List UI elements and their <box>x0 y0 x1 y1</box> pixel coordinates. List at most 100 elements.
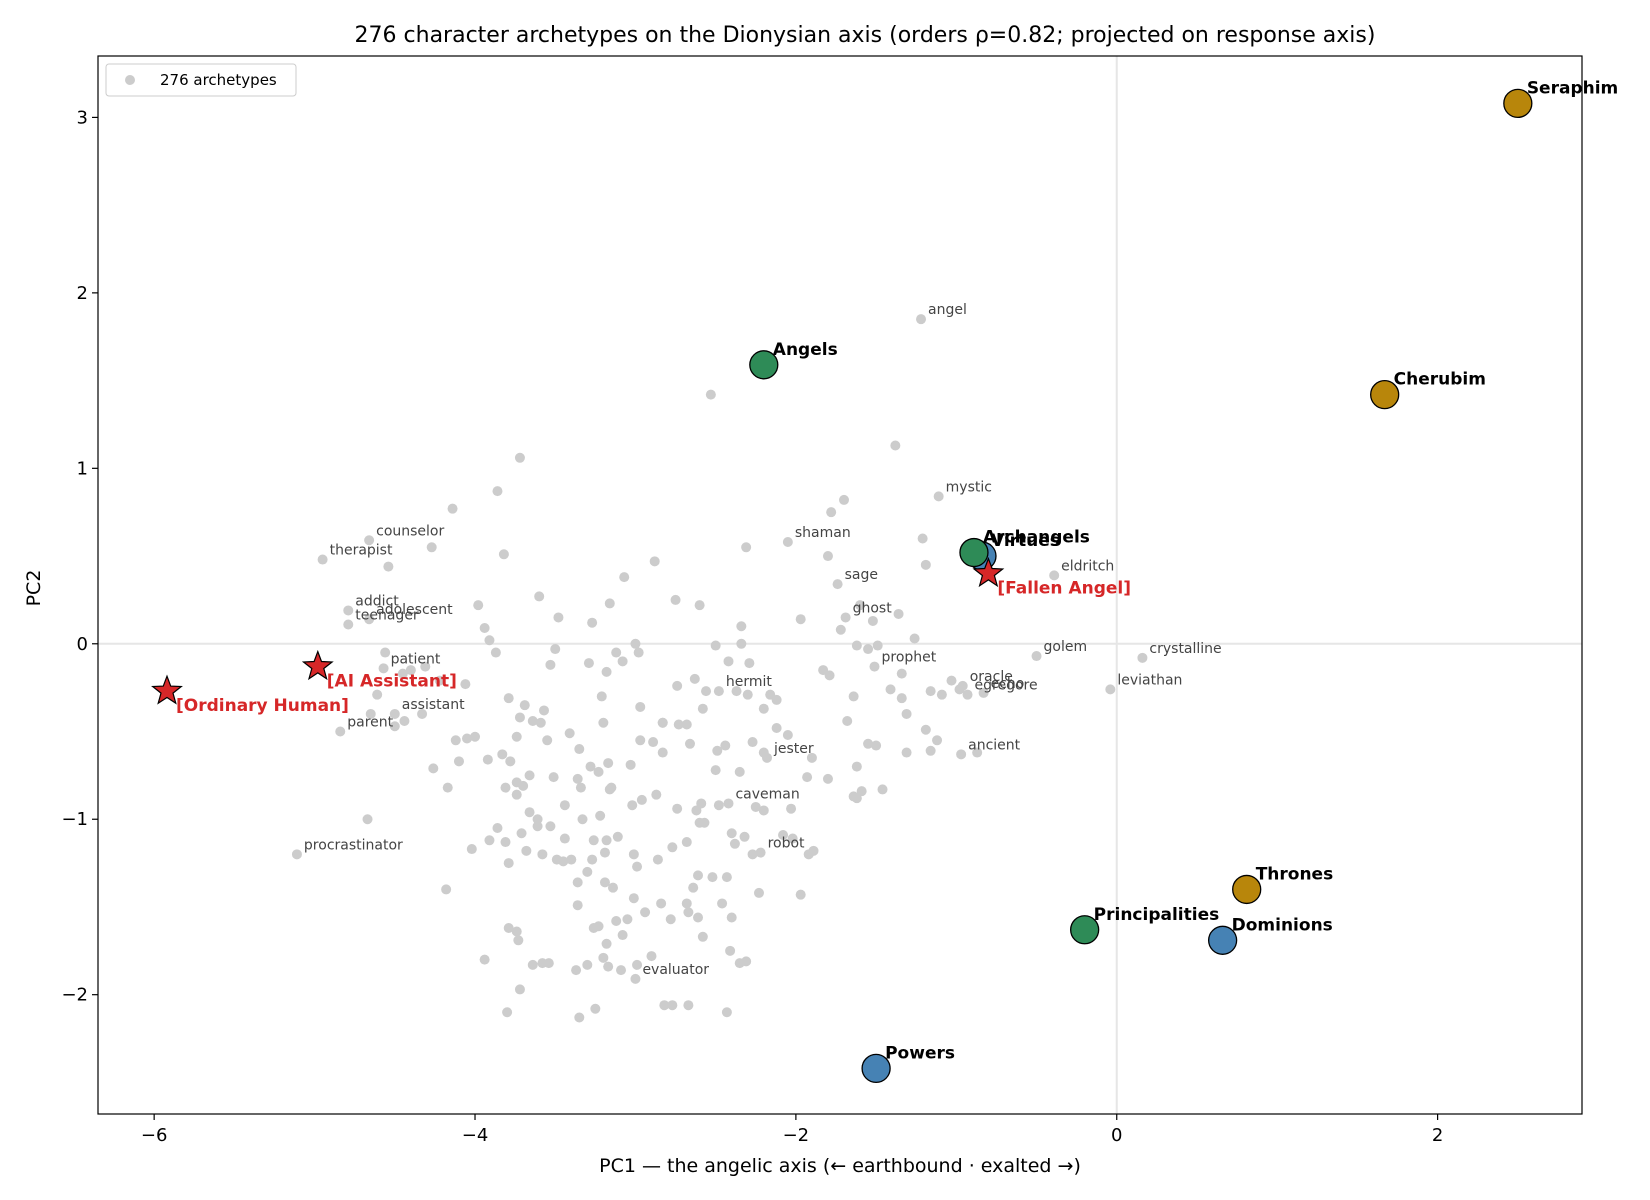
archetype-point <box>920 559 931 570</box>
archetype-point <box>514 452 525 463</box>
archetype-point <box>527 715 538 726</box>
choir-point <box>1070 915 1100 945</box>
archetype-point <box>657 747 668 758</box>
archetype-point <box>920 724 931 735</box>
archetype-point <box>503 923 514 934</box>
archetype-point <box>635 701 646 712</box>
archetype-point <box>689 673 700 684</box>
archetype-point <box>694 817 705 828</box>
choir-label: Seraphim <box>1527 78 1618 98</box>
archetype-point <box>593 766 604 777</box>
archetype-point <box>962 689 973 700</box>
archetype-point <box>667 1000 678 1011</box>
x-axis-label: PC1 — the angelic axis (← earthbound · e… <box>599 1155 1081 1177</box>
archetype-point <box>657 717 668 728</box>
x-tick-label: −4 <box>462 1125 489 1146</box>
archetype-point <box>896 668 907 679</box>
archetype-point <box>688 882 699 893</box>
choir-point <box>749 350 779 380</box>
archetype-point <box>389 721 400 732</box>
archetype-point <box>450 735 461 746</box>
archetype-point <box>713 686 724 697</box>
archetype-point <box>936 689 947 700</box>
archetype-point <box>707 872 718 883</box>
choir-point <box>1503 88 1533 119</box>
archetype-point <box>545 659 556 670</box>
choir-point <box>1370 379 1400 410</box>
archetype-point <box>762 752 773 763</box>
archetype-point <box>380 647 391 658</box>
archetype-point <box>484 635 495 646</box>
archetype-point <box>633 647 644 658</box>
reference-star <box>151 674 183 705</box>
archetype-point <box>832 579 843 590</box>
archetype-point <box>362 814 373 825</box>
archetype-point <box>721 1007 732 1018</box>
archetype-point <box>521 845 532 856</box>
x-tick-label: 0 <box>1111 1125 1122 1146</box>
archetype-point <box>596 691 607 702</box>
archetype-point <box>545 821 556 832</box>
archetype-point <box>778 830 789 841</box>
archetype-label: evaluator <box>642 962 709 978</box>
archetype-point <box>851 640 862 651</box>
archetype-point <box>603 758 614 769</box>
archetype-point <box>877 784 888 795</box>
archetype-label: eldritch <box>1061 558 1114 574</box>
archetype-point <box>527 959 538 970</box>
archetype-point <box>604 784 615 795</box>
archetype-point <box>598 952 609 963</box>
legend-marker <box>125 75 135 85</box>
archetype-point <box>470 731 481 742</box>
archetype-label: egregore <box>975 678 1038 694</box>
archetype-point <box>585 761 596 772</box>
archetype-point <box>720 740 731 751</box>
archetype-point <box>693 912 704 923</box>
archetype-point <box>524 807 535 818</box>
archetype-point <box>564 728 575 739</box>
archetype-point <box>842 715 853 726</box>
archetype-point <box>787 833 798 844</box>
archetype-point <box>442 782 453 793</box>
archetype-point <box>721 872 732 883</box>
archetype-point <box>758 805 769 816</box>
archetype-point <box>611 915 622 926</box>
archetype-label: jester <box>773 741 814 757</box>
reference-star <box>972 556 1005 588</box>
archetype-point <box>539 705 550 716</box>
archetype-point <box>646 951 657 962</box>
archetype-point <box>717 898 728 909</box>
archetype-point <box>514 712 525 723</box>
archetype-point <box>518 780 529 791</box>
archetype-point <box>771 722 782 733</box>
archetype-point <box>747 737 758 748</box>
archetype-point <box>601 835 612 846</box>
y-tick-label: −1 <box>61 809 88 830</box>
y-axis-label: PC2 <box>23 570 45 607</box>
archetype-point <box>364 535 375 546</box>
archetype-point <box>514 984 525 995</box>
archetype-label: parent <box>347 715 393 731</box>
archetype-point <box>364 614 375 625</box>
choir-markers: Seraphim Cherubim Thrones Dominions Virtues P… <box>749 78 1618 1084</box>
archetype-point <box>723 798 734 809</box>
archetype-point <box>420 661 431 672</box>
archetype-point <box>741 956 752 967</box>
archetype-point <box>479 954 490 965</box>
archetype-label: therapist <box>330 543 393 559</box>
archetype-label: mystic <box>946 479 992 495</box>
archetype-point <box>497 749 508 760</box>
archetype-point <box>890 440 901 451</box>
archetype-point <box>524 770 535 781</box>
archetype-point <box>335 726 346 737</box>
legend: 276 archetypes <box>105 63 297 97</box>
archetype-point <box>553 612 564 623</box>
archetype-point <box>869 661 880 672</box>
archetype-point <box>744 658 755 669</box>
archetype-point <box>729 838 740 849</box>
y-axis-ticks: −2 −1 0 1 2 3 <box>61 107 98 1006</box>
archetype-label: leviathan <box>1117 672 1182 688</box>
archetype-point <box>619 572 630 583</box>
y-tick-label: 2 <box>77 283 88 304</box>
archetype-point <box>534 591 545 602</box>
